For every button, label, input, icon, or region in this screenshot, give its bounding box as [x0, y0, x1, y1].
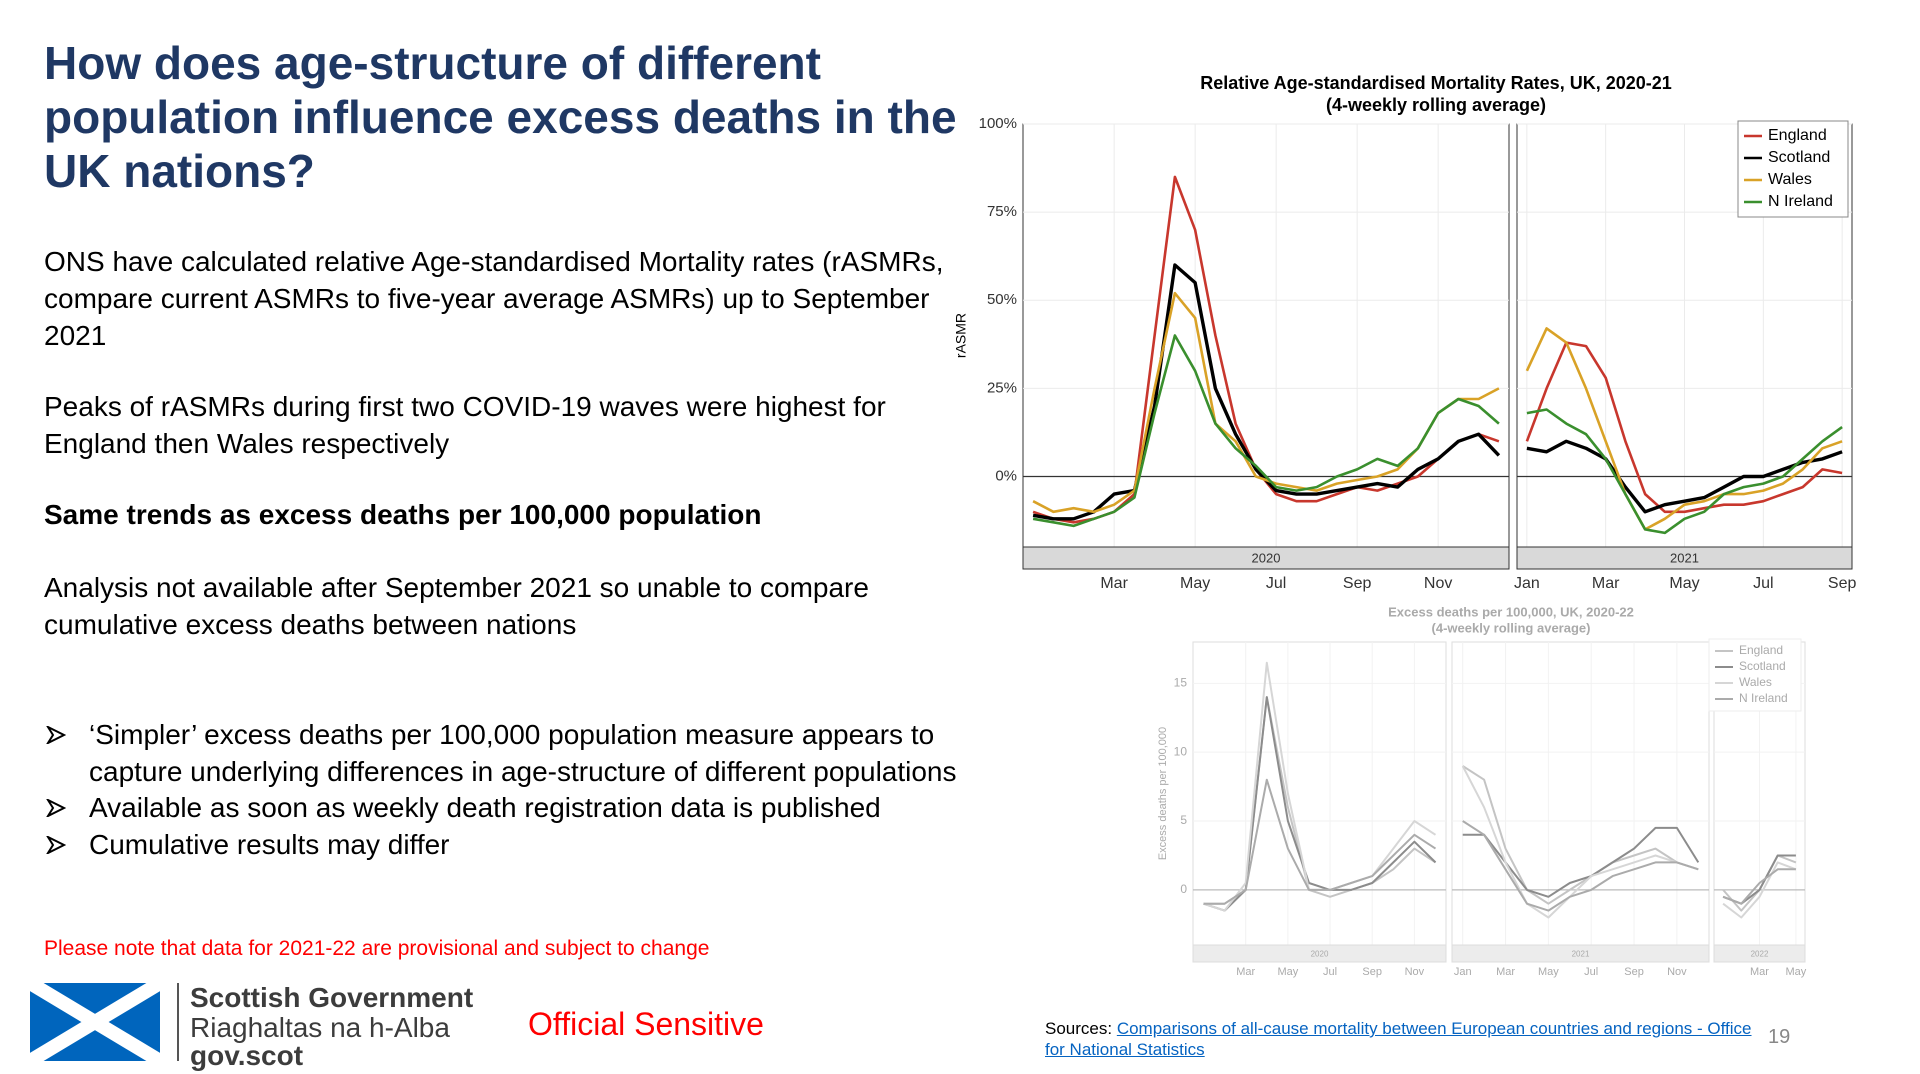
x-tick-label: Mar — [1750, 966, 1769, 978]
sources-prefix: Sources: — [1045, 1019, 1113, 1038]
series-line — [1722, 868, 1796, 905]
logo-text: Scottish Government — [190, 982, 474, 1013]
sources-link[interactable]: Comparisons of all-cause mortality betwe… — [1045, 1019, 1752, 1059]
y-tick-label: 0% — [995, 467, 1017, 484]
facet-label: 2020 — [1311, 950, 1329, 959]
legend-label: N Ireland — [1739, 691, 1788, 705]
x-tick-label: May — [1180, 575, 1210, 592]
sources: Sources: Comparisons of all-cause mortal… — [1045, 1018, 1765, 1060]
x-tick-label: May — [1669, 575, 1699, 592]
paragraph: ONS have calculated relative Age-standar… — [44, 246, 944, 351]
facet-strip — [1192, 944, 1447, 963]
legend-label: Wales — [1739, 675, 1772, 689]
x-tick-label: Mar — [1496, 966, 1515, 978]
series-line — [1462, 820, 1699, 912]
series-line — [1462, 826, 1700, 898]
legend-label: Scotland — [1768, 149, 1830, 166]
y-axis-label: Excess deaths per 100,000 — [1157, 727, 1169, 860]
bullet-icon — [46, 726, 66, 744]
logo-text: Riaghaltas na h-Alba — [190, 1012, 450, 1043]
facet-label: 2020 — [1252, 550, 1281, 565]
legend-label: England — [1739, 643, 1783, 657]
paragraph: Peaks of rASMRs during first two COVID-1… — [44, 391, 886, 459]
y-tick-label: 10 — [1174, 744, 1188, 758]
bullet-text: ‘Simpler’ excess deaths per 100,000 popu… — [89, 719, 957, 787]
bullet-icon — [46, 799, 66, 817]
y-tick-label: 15 — [1174, 675, 1188, 689]
facet-label: 2021 — [1572, 950, 1590, 959]
page-number: 19 — [1768, 1026, 1791, 1048]
legend-label: Wales — [1768, 171, 1812, 188]
note: Please note that data for 2021-22 are pr… — [44, 937, 710, 960]
x-tick-label: Jul — [1584, 966, 1598, 978]
y-tick-label: 25% — [987, 379, 1017, 396]
paragraph: Same trends as excess deaths per 100,000… — [44, 499, 762, 530]
facet-strip — [1516, 546, 1853, 570]
x-tick-label: Nov — [1405, 966, 1425, 978]
series-line — [1462, 765, 1699, 905]
x-tick-label: Nov — [1667, 966, 1687, 978]
x-tick-label: Sep — [1362, 966, 1382, 978]
facet-strip — [1022, 546, 1510, 570]
x-tick-label: Sep — [1624, 966, 1644, 978]
series-line — [1526, 439, 1843, 514]
panel — [1451, 641, 1710, 946]
y-tick-label: 100% — [979, 115, 1017, 132]
y-tick-label: 0 — [1180, 882, 1187, 896]
series-line — [1525, 327, 1843, 531]
x-tick-label: May — [1538, 966, 1559, 978]
series-line — [1722, 861, 1797, 919]
bullet-list: ‘Simpler’ excess deaths per 100,000 popu… — [44, 717, 974, 863]
bullet-text: Available as soon as weekly death regist… — [89, 792, 881, 823]
y-axis-label: rASMR — [953, 313, 969, 358]
classification: Official Sensitive — [528, 1006, 764, 1042]
series-line — [1032, 334, 1500, 528]
y-tick-label: 75% — [987, 203, 1017, 220]
facet-label: 2022 — [1751, 950, 1769, 959]
x-tick-label: Mar — [1100, 575, 1128, 592]
x-tick-label: May — [1786, 966, 1807, 978]
bullet-text: Cumulative results may differ — [89, 828, 450, 860]
legend-label: England — [1768, 127, 1827, 144]
legend-label: N Ireland — [1768, 193, 1833, 210]
facet-strip — [1451, 944, 1710, 963]
x-tick-label: Mar — [1236, 966, 1255, 978]
x-tick-label: Jul — [1323, 966, 1337, 978]
bullet: Cumulative results may differ — [44, 827, 974, 864]
x-tick-label: Jan — [1514, 575, 1540, 592]
panel — [1192, 641, 1447, 946]
logo-text: gov.scot — [190, 1040, 304, 1071]
paragraph: Analysis not available after September 2… — [44, 572, 869, 640]
x-tick-label: Sep — [1343, 575, 1372, 592]
y-tick-label: 50% — [987, 291, 1017, 308]
y-tick-label: 5 — [1180, 813, 1187, 827]
chart-title: Relative Age-standardised Mortality Rate… — [1200, 73, 1672, 93]
facet-label: 2021 — [1670, 550, 1699, 565]
slide-title: How does age-structure of different popu… — [44, 37, 957, 197]
series-line — [1203, 778, 1437, 905]
legend-label: Scotland — [1739, 659, 1786, 673]
chart-subtitle: (4-weekly rolling average) — [1326, 95, 1546, 115]
x-tick-label: Nov — [1424, 575, 1452, 592]
chart-title: Excess deaths per 100,000, UK, 2020-22 — [1388, 604, 1634, 619]
x-tick-label: Mar — [1592, 575, 1620, 592]
series-line — [1461, 765, 1699, 919]
bullet: Available as soon as weekly death regist… — [44, 790, 974, 827]
chart-subtitle: (4-weekly rolling average) — [1432, 620, 1591, 635]
saltire — [30, 983, 179, 1061]
bullet-icon — [46, 835, 66, 854]
x-tick-label: May — [1277, 966, 1298, 978]
x-tick-label: Jan — [1454, 966, 1472, 978]
facet-strip — [1713, 944, 1806, 963]
x-tick-label: Jul — [1753, 575, 1773, 592]
x-tick-label: Jul — [1266, 575, 1286, 592]
bullet: ‘Simpler’ excess deaths per 100,000 popu… — [44, 717, 974, 790]
x-tick-label: Sep — [1828, 575, 1857, 592]
series-line — [1526, 408, 1843, 535]
series-line — [1525, 341, 1843, 514]
